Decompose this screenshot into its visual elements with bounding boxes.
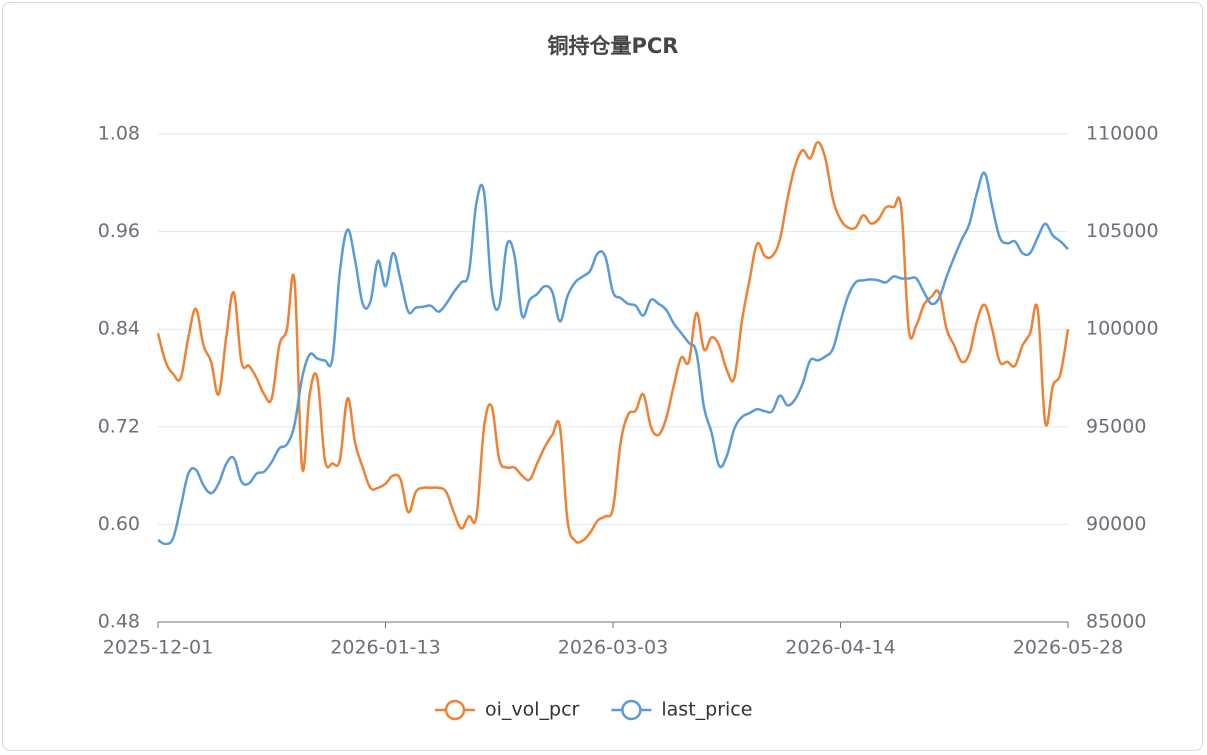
- y-tick-label: 0.60: [98, 513, 140, 535]
- y2-tick-label: 85000: [1086, 611, 1146, 633]
- y2-tick-label: 100000: [1086, 318, 1159, 340]
- chart-title: 铜持仓量PCR: [548, 34, 679, 58]
- x-tick-label: 2025-12-01: [103, 637, 213, 659]
- y-tick-label: 0.48: [98, 611, 140, 633]
- x-tick-label: 2026-04-14: [785, 637, 895, 659]
- legend-icon: [621, 699, 642, 721]
- y2-tick-label: 95000: [1086, 415, 1146, 437]
- y-tick-label: 1.08: [98, 123, 140, 145]
- y-tick-label: 0.72: [98, 415, 140, 437]
- x-tick-label: 2026-05-28: [1013, 637, 1123, 659]
- x-tick-label: 2026-01-13: [330, 637, 440, 659]
- legend-label: oi_vol_pcr: [485, 699, 580, 721]
- y2-tick-label: 105000: [1086, 220, 1159, 242]
- y2-tick-label: 90000: [1086, 513, 1146, 535]
- x-tick-label: 2026-03-03: [558, 637, 668, 659]
- series-line: [157, 171, 1069, 546]
- series-line: [156, 140, 1070, 544]
- y-tick-label: 0.96: [98, 220, 140, 242]
- legend-icon: [444, 699, 466, 721]
- y-tick-label: 0.84: [98, 318, 140, 340]
- legend-label: last_price: [661, 699, 752, 721]
- y2-tick-label: 110000: [1086, 123, 1159, 145]
